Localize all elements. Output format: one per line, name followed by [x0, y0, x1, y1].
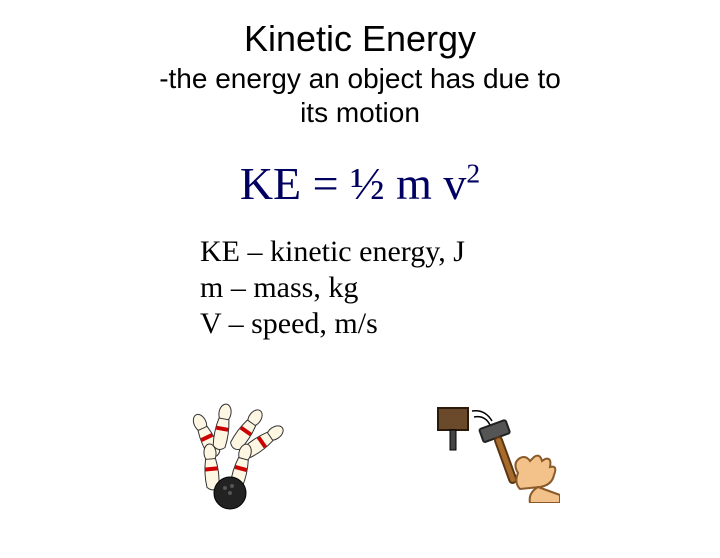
formula: KE = ½ m v2 — [0, 157, 720, 210]
formula-text: KE = ½ m v — [240, 158, 467, 209]
def-m: m – mass, kg — [200, 270, 720, 306]
bowling-pins-icon — [180, 403, 300, 518]
slide: Kinetic Energy -the energy an object has… — [0, 18, 720, 558]
subtitle: -the energy an object has due to its mot… — [0, 62, 720, 129]
illustrations-row — [0, 398, 720, 518]
hammer-icon — [430, 403, 560, 508]
def-ke: KE – kinetic energy, J — [200, 234, 720, 270]
formula-exponent: 2 — [466, 158, 480, 189]
subtitle-line-2: its motion — [300, 97, 420, 128]
def-v: V – speed, m/s — [200, 306, 720, 342]
subtitle-line-1: -the energy an object has due to — [159, 63, 561, 94]
definitions: KE – kinetic energy, J m – mass, kg V – … — [200, 234, 720, 342]
page-title: Kinetic Energy — [0, 18, 720, 60]
